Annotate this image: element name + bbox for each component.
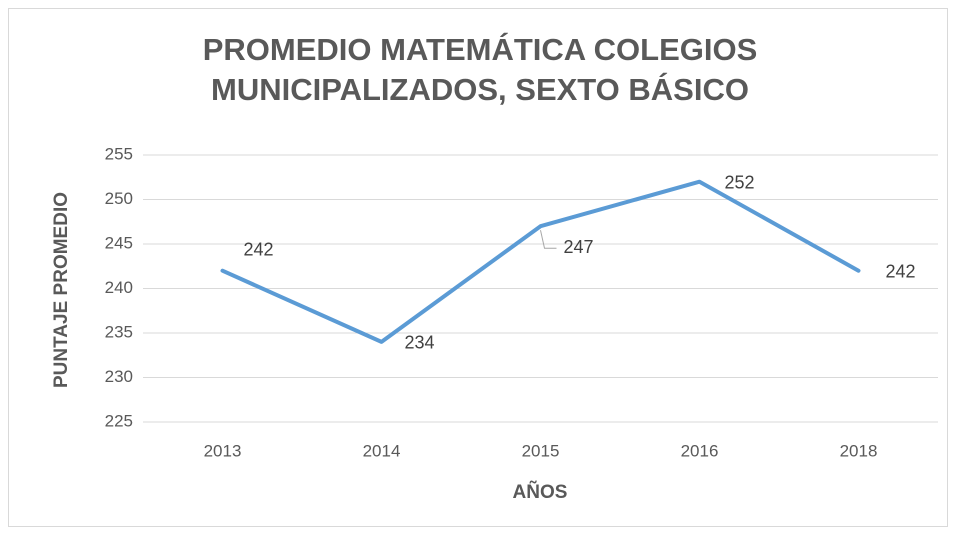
data-label: 242 (885, 261, 915, 281)
x-tick-label: 2013 (204, 441, 242, 460)
y-tick-label: 255 (105, 144, 133, 163)
chart-border (8, 8, 948, 527)
y-tick-label: 250 (105, 189, 133, 208)
y-tick-label: 235 (105, 322, 133, 341)
y-tick-label: 245 (105, 233, 133, 252)
y-tick-label: 240 (105, 278, 133, 297)
chart-title: PROMEDIO MATEMÁTICA COLEGIOS MUNICIPALIZ… (202, 32, 758, 107)
data-label: 252 (724, 172, 754, 192)
x-tick-label: 2015 (522, 441, 560, 460)
data-label: 247 (563, 237, 593, 257)
y-tick-label: 230 (105, 367, 133, 386)
x-axis-title: AÑOS (513, 481, 568, 503)
leader-line (540, 230, 557, 249)
x-tick-label: 2016 (681, 441, 719, 460)
data-label: 234 (404, 333, 434, 353)
x-tick-label: 2014 (363, 441, 401, 460)
x-tick-label: 2018 (840, 441, 878, 460)
data-label: 242 (243, 239, 273, 259)
y-tick-label: 225 (105, 411, 133, 430)
y-axis-title: PUNTAJE PROMEDIO (51, 192, 72, 388)
line-series (220, 179, 861, 344)
